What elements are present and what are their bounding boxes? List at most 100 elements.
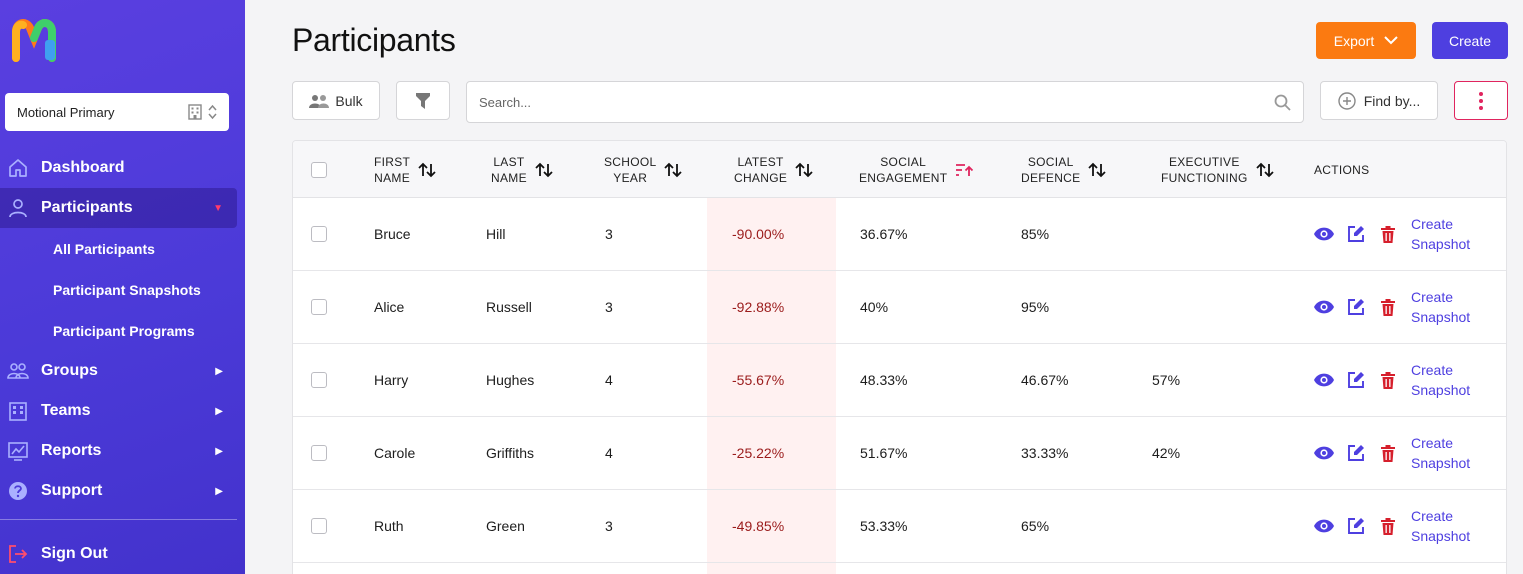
- sign-out-button[interactable]: Sign Out: [6, 534, 108, 574]
- col-executive-functioning[interactable]: EXECUTIVE FUNCTIONING: [1161, 141, 1274, 198]
- col-label: LAST NAME: [491, 154, 527, 185]
- find-by-label: Find by...: [1363, 92, 1421, 109]
- sidebar-item-label: Participants: [41, 199, 133, 216]
- col-social-engagement[interactable]: SOCIAL ENGAGEMENT: [859, 141, 974, 198]
- col-first-name[interactable]: FIRST NAME: [374, 141, 436, 198]
- col-last-name[interactable]: LAST NAME: [491, 141, 553, 198]
- delete-trash-icon[interactable]: [1377, 515, 1399, 537]
- col-label: EXECUTIVE FUNCTIONING: [1161, 154, 1248, 185]
- search-icon[interactable]: [1274, 94, 1291, 111]
- table-row[interactable]: Alice Russell 3 -92.88% 40% 95% Create Snapsho…: [293, 271, 1506, 344]
- row-checkbox-cell: [311, 344, 327, 416]
- export-button[interactable]: Export: [1316, 22, 1416, 59]
- sort-icon[interactable]: [418, 162, 436, 178]
- building-icon: [6, 399, 30, 423]
- view-eye-icon[interactable]: [1313, 369, 1335, 391]
- school-select-value: Motional Primary: [17, 104, 115, 120]
- caret-right-icon: ▶: [215, 405, 223, 417]
- create-button[interactable]: Create: [1432, 22, 1508, 59]
- latest-change-column-highlight: [707, 198, 836, 574]
- row-checkbox[interactable]: [311, 372, 327, 388]
- edit-icon[interactable]: [1345, 369, 1367, 391]
- sort-icon[interactable]: [535, 162, 553, 178]
- search-bar: [466, 81, 1304, 123]
- col-latest-change[interactable]: LATEST CHANGE: [734, 141, 813, 198]
- sidebar-item-reports[interactable]: Reports ▶: [0, 431, 245, 471]
- edit-icon[interactable]: [1345, 515, 1367, 537]
- row-checkbox-cell: [311, 271, 327, 343]
- select-all-checkbox[interactable]: [311, 161, 327, 178]
- create-snapshot-link[interactable]: Create Snapshot: [1411, 289, 1471, 325]
- col-label: SOCIAL DEFENCE: [1021, 154, 1081, 185]
- sidebar-item-groups[interactable]: Groups ▶: [0, 351, 245, 391]
- delete-trash-icon[interactable]: [1377, 442, 1399, 464]
- table-row[interactable]: Ruth Green 3 -49.85% 53.33% 65% Create Snapsho…: [293, 490, 1506, 563]
- cell-engagement: 51.67%: [860, 445, 908, 461]
- create-snapshot-link[interactable]: Create Snapshot: [1411, 362, 1471, 398]
- row-actions: Create Snapshot: [1313, 198, 1470, 270]
- edit-icon[interactable]: [1345, 442, 1367, 464]
- bulk-button[interactable]: Bulk: [292, 81, 380, 120]
- cell-latest: -55.67%: [732, 372, 785, 388]
- create-snapshot-link[interactable]: Create Snapshot: [1411, 508, 1471, 544]
- sidebar-subitem-all-participants[interactable]: All Participants: [53, 240, 155, 257]
- view-eye-icon[interactable]: [1313, 442, 1335, 464]
- users-icon: [309, 94, 330, 108]
- create-snapshot-link[interactable]: Create Snapshot: [1411, 435, 1471, 471]
- sidebar-item-teams[interactable]: Teams ▶: [0, 391, 245, 431]
- sidebar-item-dashboard[interactable]: Dashboard: [0, 148, 245, 188]
- cell-year: 3: [605, 299, 613, 315]
- caret-right-icon: ▶: [215, 485, 223, 497]
- cell-first: Harry: [374, 372, 409, 388]
- delete-trash-icon[interactable]: [1377, 223, 1399, 245]
- sidebar-item-support[interactable]: Support ▶: [0, 471, 245, 511]
- sort-ascending-active-icon[interactable]: [955, 162, 974, 178]
- user-icon: [6, 196, 30, 220]
- bulk-label: Bulk: [335, 92, 363, 109]
- col-school-year[interactable]: SCHOOL YEAR: [604, 141, 683, 198]
- view-eye-icon[interactable]: [1313, 296, 1335, 318]
- sidebar-subitem-participant-snapshots[interactable]: Participant Snapshots: [53, 281, 201, 298]
- view-eye-icon[interactable]: [1313, 515, 1335, 537]
- cell-first: Ruth: [374, 518, 404, 534]
- cell-first: Bruce: [374, 226, 411, 242]
- sidebar-subitem-participant-programs[interactable]: Participant Programs: [53, 322, 195, 339]
- cell-defence: 33.33%: [1021, 445, 1069, 461]
- more-options-button[interactable]: [1454, 81, 1508, 120]
- row-checkbox[interactable]: [311, 226, 327, 242]
- sort-icon[interactable]: [1088, 162, 1107, 178]
- row-actions: Create Snapshot: [1313, 271, 1470, 343]
- sort-icon[interactable]: [795, 162, 813, 178]
- cell-engagement: 53.33%: [860, 518, 908, 534]
- delete-trash-icon[interactable]: [1377, 296, 1399, 318]
- sort-icon[interactable]: [664, 162, 683, 178]
- table-row[interactable]: Bruce Hill 3 -90.00% 36.67% 85% Create Snapsho…: [293, 198, 1506, 271]
- cell-last: Russell: [486, 299, 532, 315]
- chevron-down-icon: [1384, 36, 1398, 45]
- motional-logo[interactable]: [12, 18, 58, 64]
- row-checkbox-cell: [311, 198, 327, 270]
- row-checkbox[interactable]: [311, 299, 327, 315]
- col-label: SOCIAL ENGAGEMENT: [859, 154, 948, 185]
- help-icon: [6, 479, 30, 503]
- cell-executive: 57%: [1152, 372, 1181, 388]
- row-checkbox[interactable]: [311, 518, 327, 534]
- edit-icon[interactable]: [1345, 223, 1367, 245]
- home-icon: [6, 156, 30, 180]
- sidebar-item-participants[interactable]: Participants ▼: [0, 188, 237, 228]
- filter-button[interactable]: [396, 81, 450, 120]
- col-social-defence[interactable]: SOCIAL DEFENCE: [1021, 141, 1107, 198]
- cell-defence: 95%: [1021, 299, 1050, 315]
- table-row[interactable]: Harry Hughes 4 -55.67% 48.33% 46.67% 57% Create…: [293, 344, 1506, 417]
- school-select[interactable]: Motional Primary: [5, 93, 229, 131]
- view-eye-icon[interactable]: [1313, 223, 1335, 245]
- users-icon: [6, 359, 30, 383]
- find-by-button[interactable]: Find by...: [1320, 81, 1438, 120]
- table-row[interactable]: Carole Griffiths 4 -25.22% 51.67% 33.33% 42% Cr…: [293, 417, 1506, 490]
- create-snapshot-link[interactable]: Create Snapshot: [1411, 216, 1471, 252]
- search-input[interactable]: [479, 94, 1274, 110]
- delete-trash-icon[interactable]: [1377, 369, 1399, 391]
- row-checkbox[interactable]: [311, 445, 327, 461]
- edit-icon[interactable]: [1345, 296, 1367, 318]
- sort-icon[interactable]: [1256, 162, 1274, 178]
